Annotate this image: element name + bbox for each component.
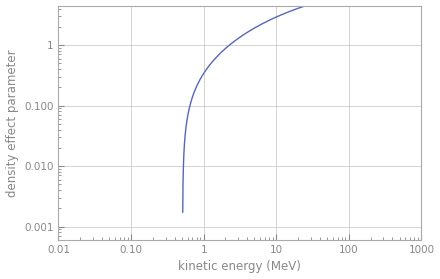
Y-axis label: density effect parameter: density effect parameter xyxy=(6,49,18,197)
X-axis label: kinetic energy (MeV): kinetic energy (MeV) xyxy=(179,260,301,273)
